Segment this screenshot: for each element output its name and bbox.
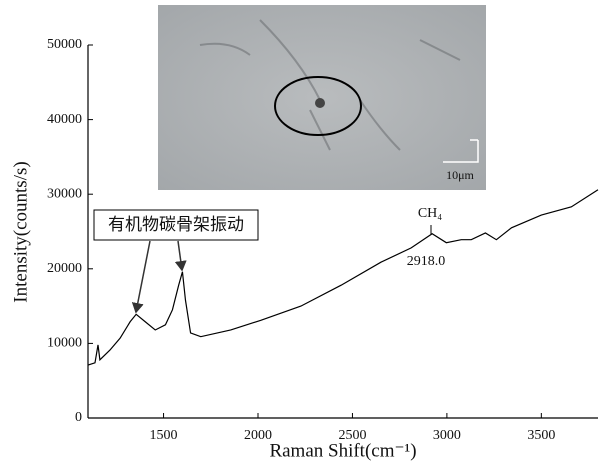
arrow (131, 240, 151, 314)
x-tick-label: 1500 (150, 428, 178, 443)
annotation: 有机物碳骨架振动 (108, 215, 244, 234)
y-axis-label: Intensity(counts/s) (10, 161, 31, 302)
scale-label: 10μm (446, 168, 474, 182)
scale-bar (443, 139, 479, 163)
x-tick-label: 2500 (338, 428, 366, 443)
y-tick-label: 0 (75, 410, 82, 425)
photo-background (158, 5, 486, 190)
y-tick-label: 40000 (47, 112, 82, 127)
spectrum-line (87, 189, 599, 366)
photo-texture (199, 19, 461, 151)
annotation: 2918.0 (407, 254, 446, 269)
y-tick-label: 10000 (47, 336, 82, 351)
inset-photo: 10μm (158, 5, 486, 190)
y-tick-label: 30000 (47, 186, 82, 201)
x-tick-label: 3500 (527, 428, 555, 443)
x-tick-label: 3000 (433, 428, 461, 443)
particle (315, 98, 325, 108)
annotation: CH₄ (418, 206, 442, 221)
arrow (174, 240, 187, 272)
annotation-box (93, 209, 259, 241)
x-axis-label: Raman Shift(cm⁻¹) (269, 440, 416, 461)
x-tick-label: 2000 (244, 428, 272, 443)
y-tick-label: 50000 (47, 37, 82, 52)
y-tick-label: 20000 (47, 261, 82, 276)
highlight-circle (274, 76, 362, 136)
